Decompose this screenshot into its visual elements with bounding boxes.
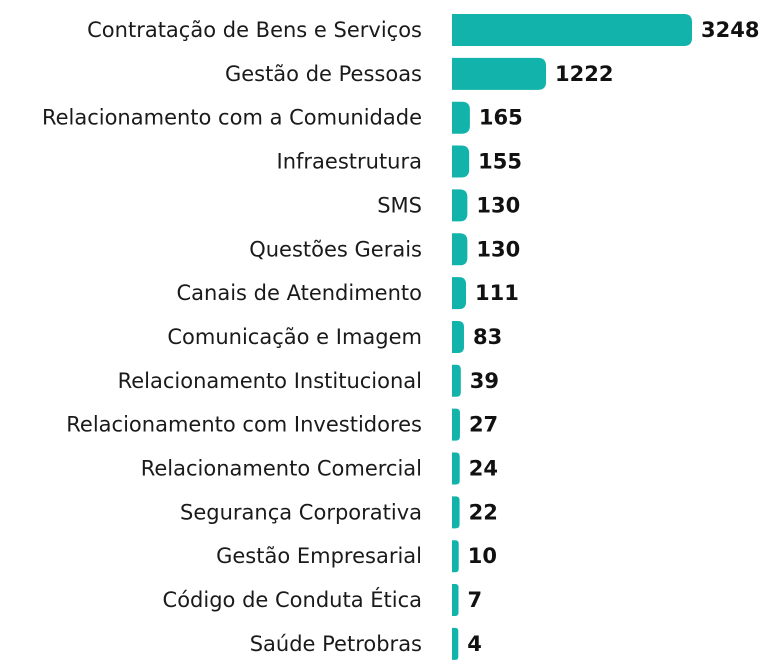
bar (452, 57, 547, 90)
value-label: 130 (476, 193, 520, 217)
bar (452, 496, 460, 529)
bar (452, 233, 468, 266)
bar (452, 408, 460, 441)
value-label: 111 (475, 281, 519, 305)
value-label: 24 (469, 457, 498, 481)
category-label: Contratação de Bens e Serviços (87, 18, 422, 42)
value-label: 10 (468, 544, 497, 568)
bar (452, 145, 470, 178)
value-label: 3248 (701, 18, 759, 42)
category-label: Questões Gerais (249, 237, 422, 261)
category-label: Gestão de Pessoas (225, 62, 422, 86)
value-label: 1222 (555, 62, 613, 86)
category-label: Relacionamento com a Comunidade (42, 106, 422, 130)
bar (452, 320, 464, 353)
bar (452, 452, 460, 485)
value-label: 39 (470, 369, 499, 393)
category-label: Relacionamento Comercial (141, 457, 422, 481)
bar (452, 14, 692, 46)
value-label: 130 (476, 237, 520, 261)
bar (452, 189, 468, 222)
category-label: Relacionamento Institucional (118, 369, 422, 393)
value-label: 27 (469, 413, 498, 437)
bar (452, 364, 461, 397)
value-label: 4 (467, 632, 482, 656)
value-label: 22 (469, 500, 498, 524)
category-label: SMS (377, 193, 422, 217)
value-label: 165 (479, 106, 523, 130)
bar (452, 540, 459, 573)
category-label: Relacionamento com Investidores (66, 413, 422, 437)
category-label: Comunicação e Imagem (167, 325, 422, 349)
category-label: Infraestrutura (277, 150, 422, 174)
value-label: 83 (473, 325, 502, 349)
value-label: 7 (468, 588, 483, 612)
category-label: Gestão Empresarial (216, 544, 422, 568)
category-label: Segurança Corporativa (180, 500, 422, 524)
category-label: Saúde Petrobras (250, 632, 422, 656)
bar (452, 627, 459, 660)
bar (452, 101, 470, 134)
category-label: Código de Conduta Ética (163, 587, 422, 612)
value-label: 155 (478, 150, 522, 174)
bar (452, 277, 466, 310)
bar (452, 584, 459, 617)
category-label: Canais de Atendimento (177, 281, 422, 305)
